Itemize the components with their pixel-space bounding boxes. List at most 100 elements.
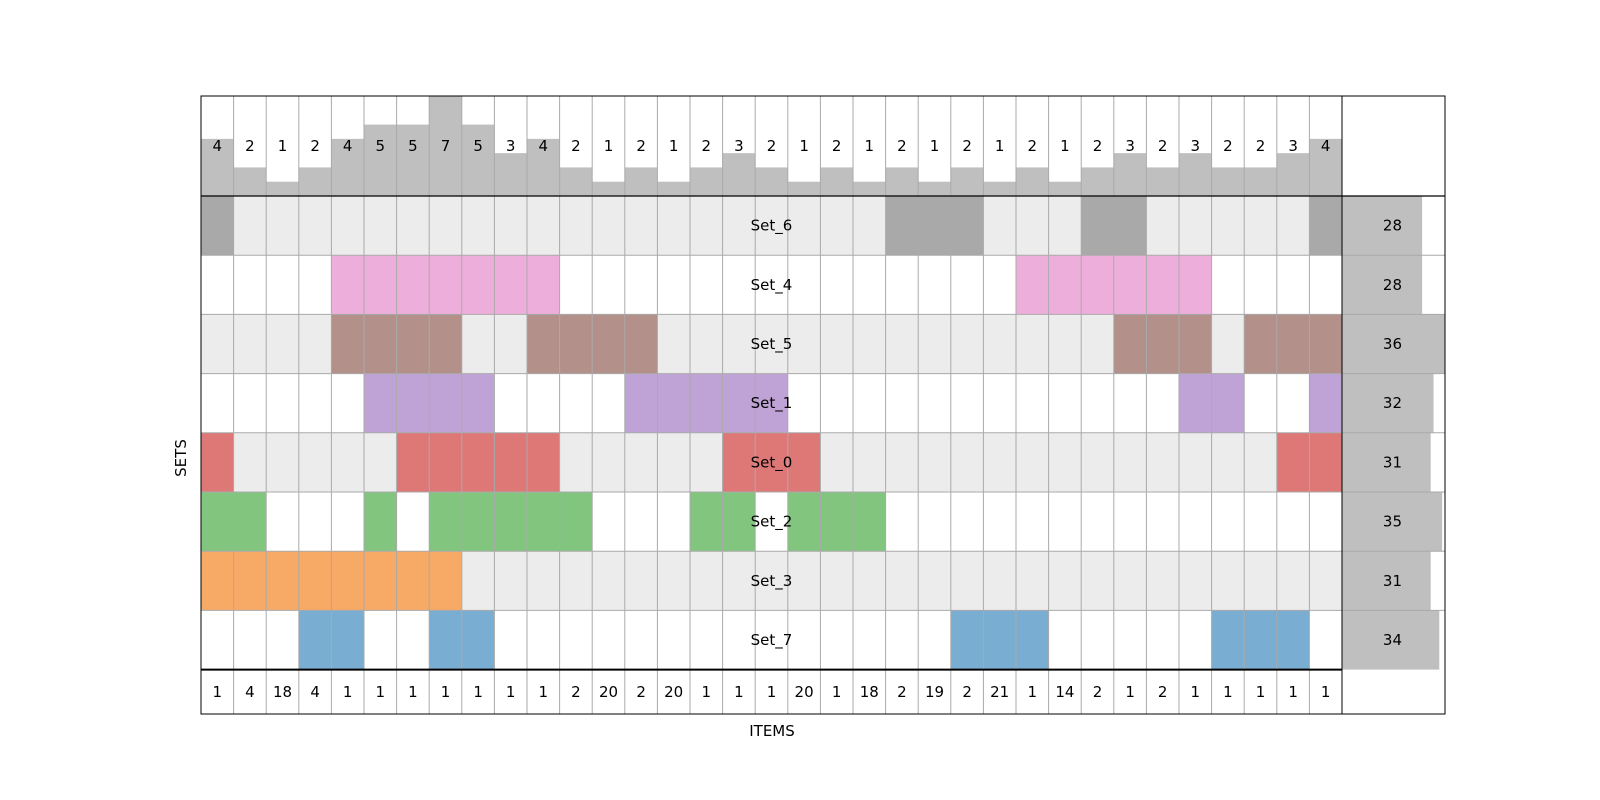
degree-bar	[950, 167, 984, 196]
degree-label: 2	[1223, 137, 1233, 155]
membership-cell	[461, 432, 495, 492]
degree-label: 7	[441, 137, 451, 155]
membership-cell	[722, 373, 756, 433]
item-count-label: 1	[213, 683, 223, 701]
membership-cell	[559, 314, 593, 374]
membership-cell	[429, 492, 462, 552]
membership-cell	[1309, 196, 1342, 256]
degree-label: 2	[1256, 137, 1266, 155]
membership-cell	[690, 373, 723, 433]
degree-bar	[429, 96, 462, 196]
membership-cell	[1179, 314, 1212, 374]
item-count-label: 1	[767, 683, 777, 701]
degree-label: 2	[897, 137, 907, 155]
degree-bar	[1244, 167, 1277, 196]
membership-cell	[1179, 373, 1212, 433]
item-count-label: 21	[990, 683, 1009, 701]
degree-label: 4	[343, 137, 353, 155]
degree-label: 1	[669, 137, 679, 155]
membership-cell	[364, 314, 397, 374]
degree-label: 2	[636, 137, 646, 155]
membership-cell	[461, 492, 495, 552]
degree-bar	[820, 167, 853, 196]
item-count-label: 2	[897, 683, 907, 701]
item-count-label: 2	[962, 683, 972, 701]
set-size-label: 31	[1383, 572, 1402, 590]
membership-cell	[1016, 255, 1049, 315]
membership-cell	[527, 492, 560, 552]
degree-bar	[885, 167, 919, 196]
degree-label: 3	[1125, 137, 1135, 155]
membership-cell	[461, 373, 495, 433]
membership-cell	[494, 432, 527, 492]
degree-bar	[527, 138, 560, 196]
membership-cell	[1081, 255, 1114, 315]
membership-cell	[1276, 432, 1310, 492]
membership-cell	[429, 610, 462, 670]
membership-cell	[331, 610, 364, 670]
membership-cell	[396, 255, 430, 315]
item-count-label: 1	[734, 683, 744, 701]
item-count-label: 1	[1288, 683, 1298, 701]
item-count-label: 4	[245, 683, 255, 701]
degree-bar	[331, 138, 364, 196]
degree-bar	[1309, 138, 1342, 196]
set-size-label: 31	[1383, 453, 1402, 471]
degree-bar	[266, 181, 299, 196]
membership-cell	[201, 196, 234, 256]
item-count-label: 18	[860, 683, 879, 701]
membership-cell	[527, 314, 560, 374]
degree-label: 4	[539, 137, 549, 155]
degree-bar	[592, 181, 625, 196]
membership-cell	[885, 196, 919, 256]
set-name-label: Set_5	[751, 335, 793, 354]
item-count-label: 1	[376, 683, 386, 701]
set-size-bar	[1342, 255, 1423, 315]
degree-bar	[364, 124, 397, 196]
set-size-bar	[1342, 610, 1440, 670]
membership-cell	[233, 492, 267, 552]
grid-lines	[201, 96, 1445, 714]
degree-label: 3	[1191, 137, 1201, 155]
membership-cell	[527, 255, 560, 315]
degree-label: 2	[1158, 137, 1168, 155]
membership-cell	[201, 551, 234, 611]
degree-bar	[201, 138, 234, 196]
item-count-label: 18	[273, 683, 292, 701]
membership-cell	[1309, 373, 1342, 433]
set-size-bar	[1342, 373, 1434, 433]
degree-bar	[1081, 167, 1114, 196]
membership-cell	[494, 255, 527, 315]
set-name-label: Set_0	[751, 453, 793, 472]
panel-frames	[200, 95, 1446, 715]
degree-label: 1	[865, 137, 875, 155]
item-count-label: 2	[571, 683, 581, 701]
degree-label: 4	[1321, 137, 1331, 155]
membership-cell	[1309, 432, 1342, 492]
degree-bar	[233, 167, 267, 196]
membership-cell	[1276, 610, 1310, 670]
membership-cell	[364, 492, 397, 552]
membership-cell	[1309, 314, 1342, 374]
membership-cell	[983, 610, 1016, 670]
degree-label: 2	[1093, 137, 1103, 155]
item-count-label: 20	[664, 683, 683, 701]
membership-cell	[1244, 610, 1277, 670]
membership-cell	[396, 432, 430, 492]
set-size-label: 32	[1383, 394, 1402, 412]
chart-labels: 4 2 1 2 4 5 5 7 5 3 4 2 1 2 1 2 3 2 1 2 1 2 1 2 1 2 1 2 3 2 3 2 2 3 41 4 18 4…	[213, 137, 1402, 701]
membership-cell	[331, 314, 364, 374]
set-name-label: Set_4	[751, 276, 793, 295]
item-count-label: 1	[343, 683, 353, 701]
membership-cell	[233, 551, 267, 611]
item-count-label: 1	[1321, 683, 1331, 701]
membership-cell	[266, 551, 299, 611]
degree-bar	[1113, 153, 1147, 196]
item-count-label: 1	[1256, 683, 1266, 701]
degree-bar	[1211, 167, 1245, 196]
membership-cell	[1211, 610, 1245, 670]
item-count-label: 1	[1223, 683, 1233, 701]
degree-label: 2	[571, 137, 581, 155]
membership-cell	[1146, 255, 1179, 315]
